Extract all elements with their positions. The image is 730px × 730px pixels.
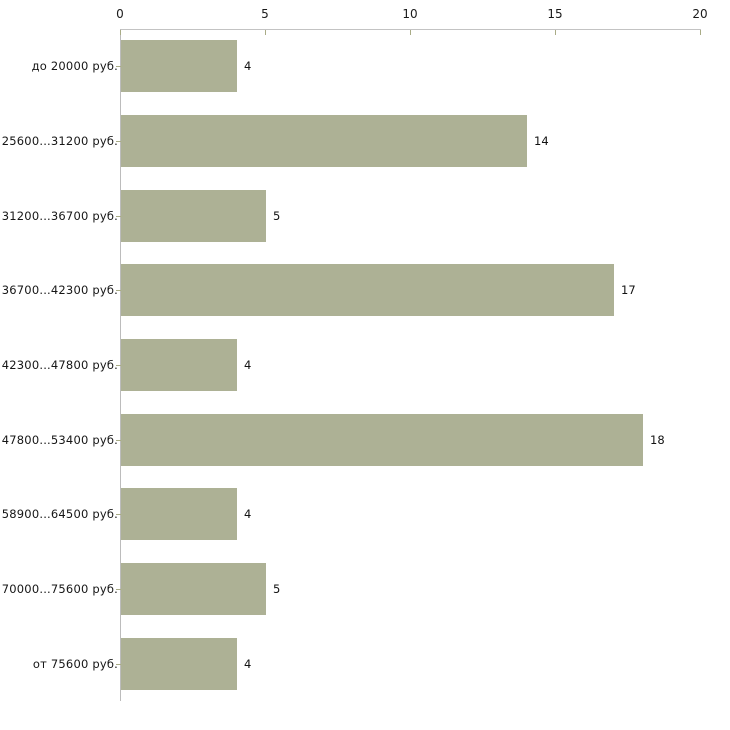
x-axis-tick [410,30,411,35]
bar-value-label: 18 [650,433,665,447]
x-axis-tick [555,30,556,35]
bar[interactable] [121,563,266,615]
category-tick [116,365,121,366]
x-axis-tick [120,30,121,35]
category-tick [116,141,121,142]
category-label: от 75600 руб. [32,657,118,671]
category-label: 58900...64500 руб. [1,507,118,521]
bar[interactable] [121,40,237,92]
category-label: 36700...42300 руб. [1,283,118,297]
category-label: 42300...47800 руб. [1,358,118,372]
bar[interactable] [121,414,643,466]
bar-value-label: 4 [244,59,252,73]
bar[interactable] [121,339,237,391]
x-axis-tick-label: 10 [402,7,418,21]
bar-value-label: 4 [244,358,252,372]
bar-value-label: 4 [244,507,252,521]
category-label: 31200...36700 руб. [1,209,118,223]
bar[interactable] [121,488,237,540]
category-tick [116,664,121,665]
bar-value-label: 4 [244,657,252,671]
x-axis-tick [265,30,266,35]
category-tick [116,216,121,217]
category-tick [116,440,121,441]
x-axis-tick [700,30,701,35]
x-axis-tick-label: 15 [547,7,563,21]
category-tick [116,290,121,291]
category-tick [116,66,121,67]
x-axis-tick-label: 5 [261,7,269,21]
bar[interactable] [121,638,237,690]
category-label: до 20000 руб. [31,59,118,73]
bar-value-label: 5 [273,582,281,596]
x-axis-tick-label: 0 [116,7,124,21]
category-label: 47800...53400 руб. [1,433,118,447]
x-axis-tick-label: 20 [692,7,708,21]
bar[interactable] [121,264,614,316]
bar-value-label: 14 [534,134,549,148]
bar-value-label: 5 [273,209,281,223]
category-label: 70000...75600 руб. [1,582,118,596]
category-label: 25600...31200 руб. [1,134,118,148]
x-axis-line [120,29,701,30]
category-tick [116,514,121,515]
bar[interactable] [121,115,527,167]
category-tick [116,589,121,590]
bar-value-label: 17 [621,283,636,297]
bar[interactable] [121,190,266,242]
